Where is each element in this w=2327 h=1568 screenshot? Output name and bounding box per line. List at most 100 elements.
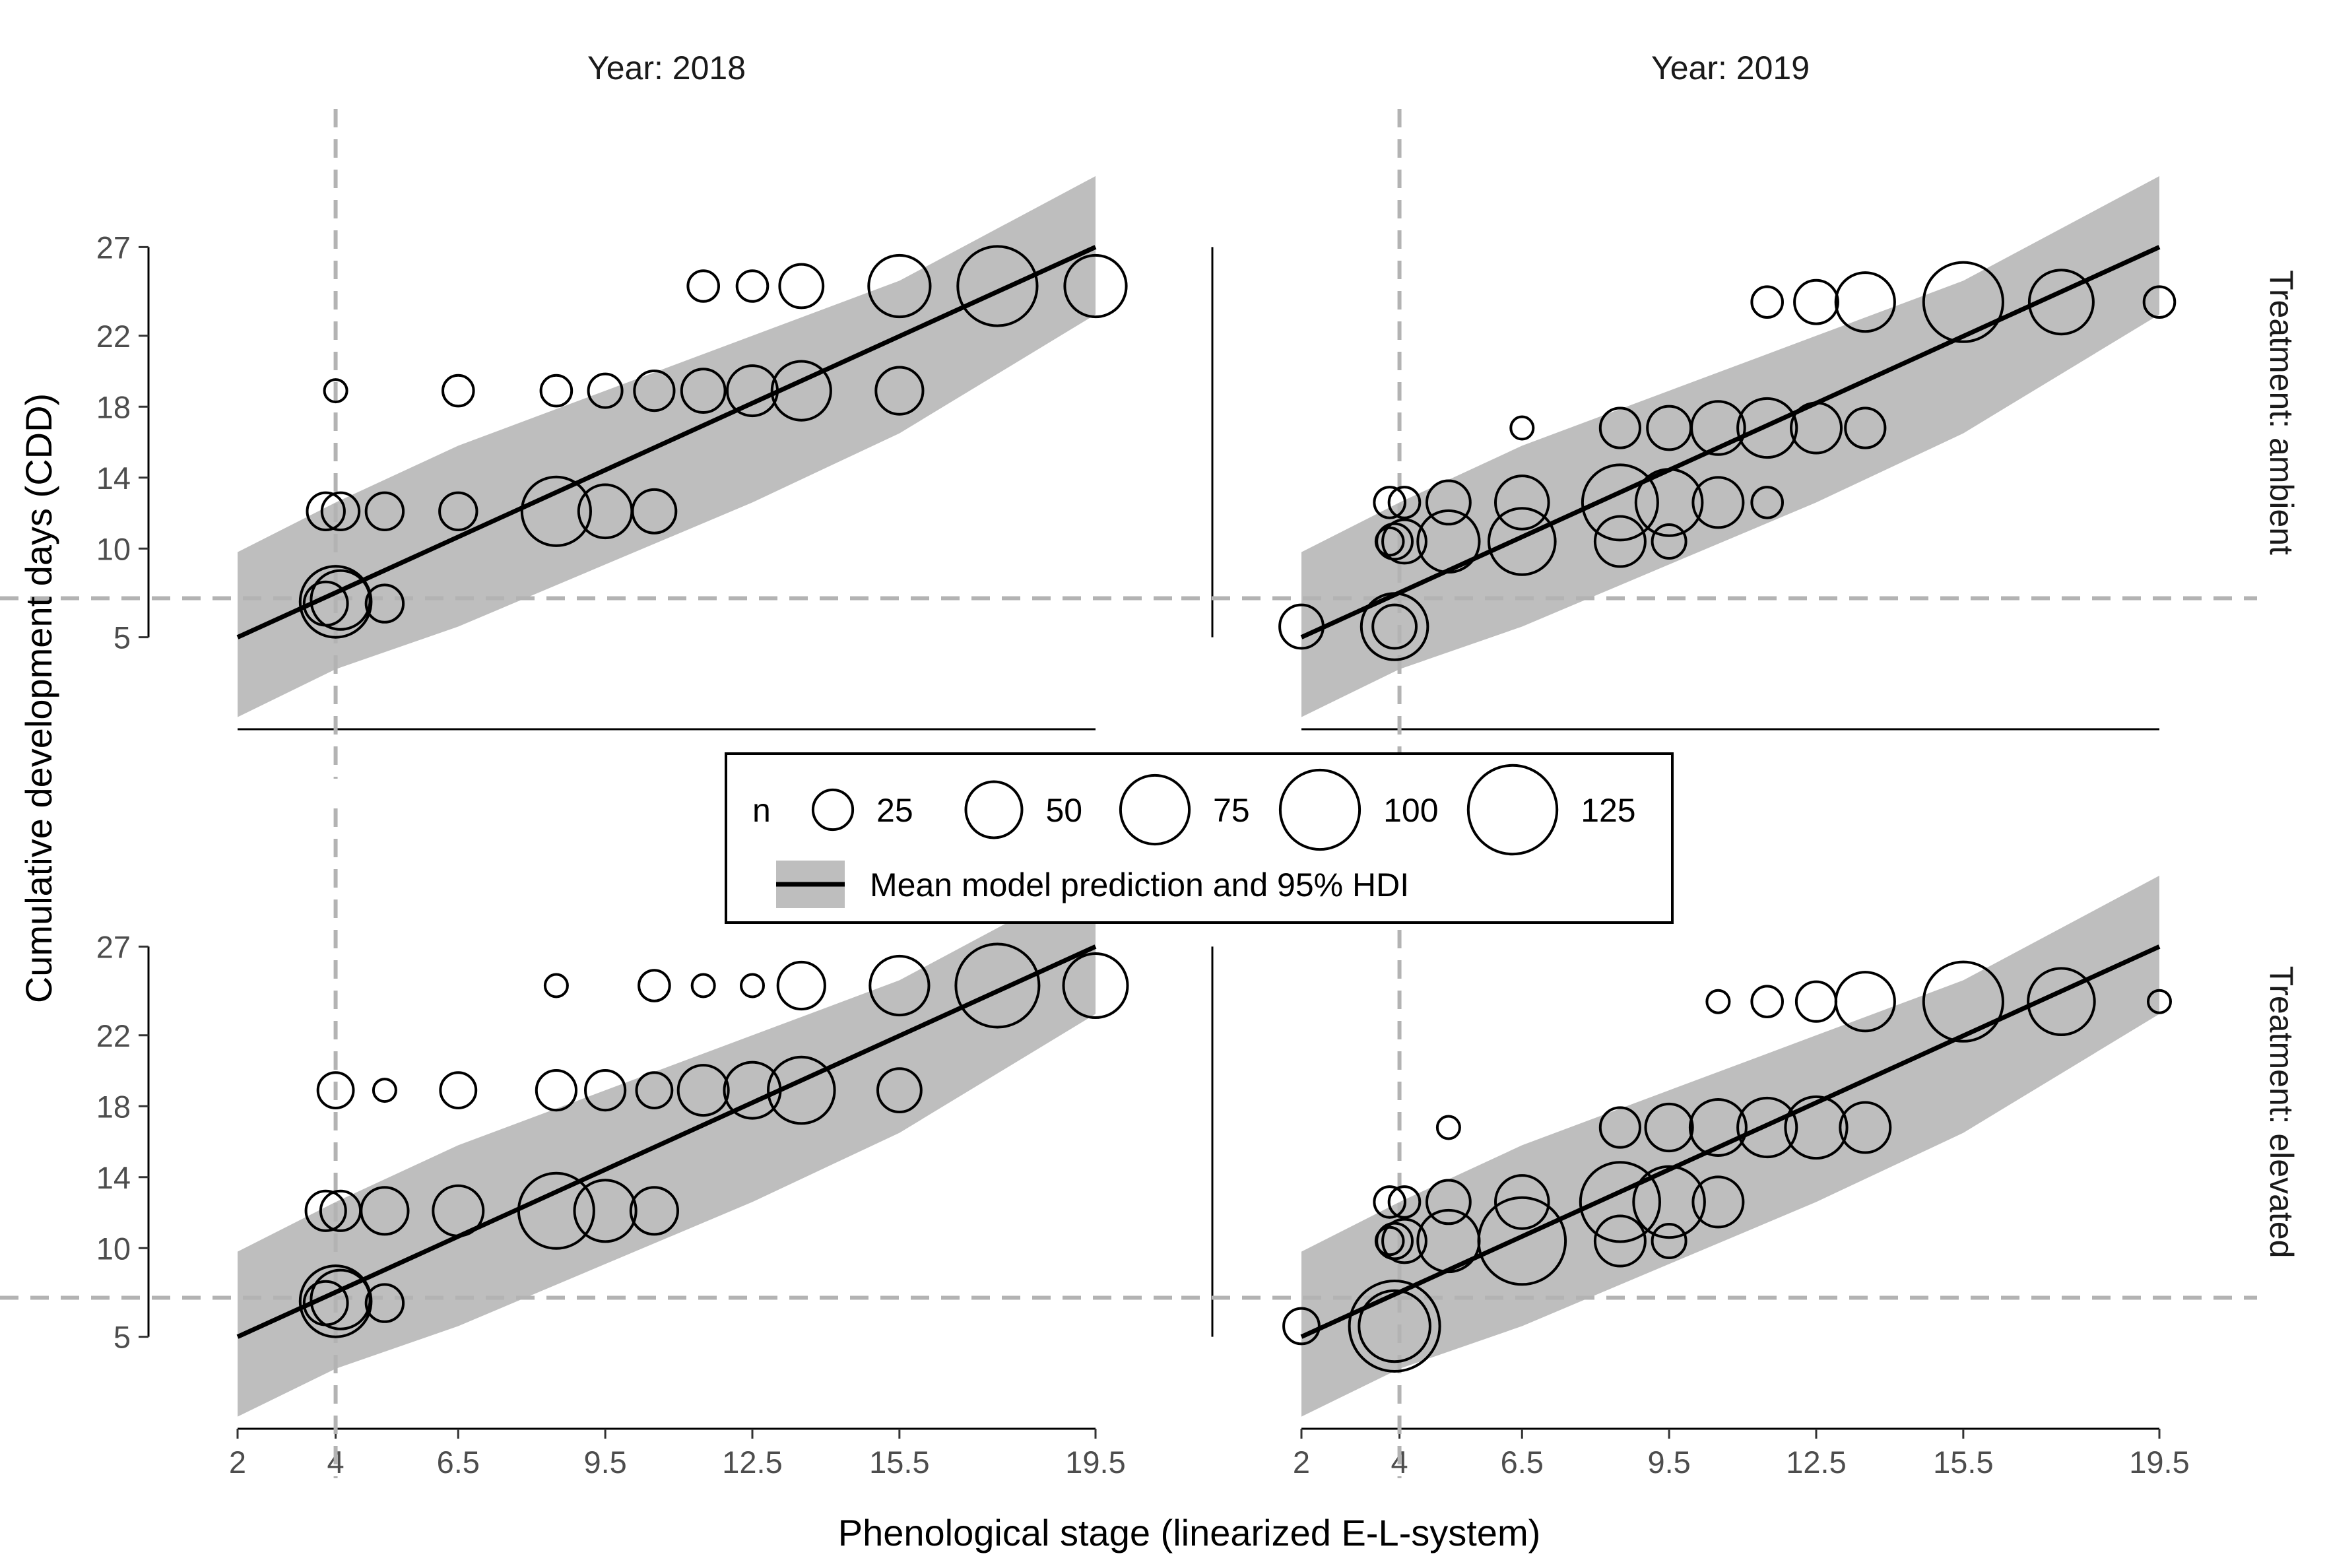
data-point [1373,1185,1406,1219]
data-point [1282,1307,1321,1346]
data-point [1736,397,1798,459]
data-point [2147,989,2172,1014]
data-point [1644,1102,1694,1153]
data-point [1579,1161,1661,1243]
x-tick-label: 9.5 [583,1445,626,1480]
data-point [304,1189,347,1232]
x-tick-label: 15.5 [869,1445,929,1480]
data-point [1494,1174,1550,1230]
data-point [1593,1214,1647,1268]
data-point [1705,989,1731,1014]
data-point [1690,400,1746,456]
data-point [770,360,832,422]
y-tick-label: 10 [96,531,131,566]
data-point [638,969,671,1002]
data-point [442,374,475,408]
data-point [1373,486,1406,519]
data-point [539,374,574,408]
x-tick-label: 12.5 [722,1445,782,1480]
x-axis-label: Phenological stage (linearized E-L-syste… [838,1512,1541,1553]
y-tick-label: 22 [96,319,131,354]
data-point [1488,507,1557,576]
data-point [776,960,826,1011]
data-point [432,1184,485,1237]
data-point [306,491,346,531]
data-point [1844,407,1887,449]
row-strip-label: Treatment: ambient [2263,270,2300,555]
legend-size-circle [1278,768,1361,851]
data-point [1750,985,1784,1018]
data-point [1736,1096,1798,1159]
panels-layer: Year: 2018 Year: 2019 Treatment: ambient Tr… [0,49,2300,1480]
data-point [1784,1095,1849,1160]
data-point [1651,523,1688,560]
x-tick-label: 6.5 [1501,1445,1544,1480]
y-tick-label: 18 [96,1089,131,1124]
data-point [874,366,925,416]
data-point [1691,1175,1745,1229]
data-point [1416,509,1481,574]
y-tick-label: 27 [96,230,131,265]
data-point [1922,261,2004,343]
data-point [631,488,678,535]
data-point [517,1171,595,1250]
y-tick-label: 22 [96,1018,131,1053]
x-tick-label: 15.5 [1933,1445,1993,1480]
hdi-band [1301,176,2159,717]
data-point [535,1069,578,1112]
mean-prediction-line [236,245,1097,639]
x-tick-label: 2 [229,1445,246,1480]
data-point [364,583,405,624]
data-point [2027,269,2095,336]
hdi-band [238,875,1096,1417]
data-point [740,973,765,998]
data-point [1387,1185,1422,1219]
panel-elevated-2018: 51014182227246.59.512.515.519.5 [0,808,1181,1480]
data-point [1435,1115,1461,1140]
data-point [1598,1106,1641,1149]
legend: n 25 50 75 100 125 Mean model prediction and 9… [725,752,1674,924]
data-point [1581,463,1659,542]
legend-size-circle [1119,773,1191,846]
data-point [1375,1222,1414,1260]
data-point [323,378,348,404]
data-point [954,942,1041,1029]
data-point [1371,603,1418,650]
data-point [310,1268,372,1330]
data-point [1348,1280,1441,1373]
data-point [956,245,1039,327]
data-point [316,1071,355,1109]
y-axis-label: Cumulative development days (CDD) [18,393,59,1003]
data-point [320,491,361,531]
data-point [1426,1179,1472,1225]
legend-size-circle [811,788,855,832]
data-point [364,1283,405,1323]
data-point [876,1067,923,1113]
panel-ambient-2019 [1181,109,2257,779]
data-point [1839,1101,1892,1154]
data-point [1477,1196,1567,1286]
data-point [1598,407,1641,449]
y-tick-label: 10 [96,1231,131,1266]
data-point [1358,1289,1431,1363]
data-point [1509,415,1535,441]
y-tick-label: 18 [96,389,131,424]
x-tick-label: 19.5 [1065,1445,1125,1480]
data-point [676,1064,730,1117]
legend-size-label: 125 [1581,792,1635,829]
panel-ambient-2018: 5 10 14 18 22 27 [0,109,1181,779]
x-tick-label: 12.5 [1786,1445,1846,1480]
x-tick-label: 9.5 [1647,1445,1690,1480]
data-point [1593,515,1647,568]
y-tick-label: 14 [96,461,131,496]
mean-prediction-line [236,944,1097,1339]
data-point [1634,468,1704,537]
data-point [1381,1218,1427,1264]
panel-elevated-2019: 246.59.512.515.519.5 [1181,808,2257,1480]
data-point [2027,967,2096,1036]
data-point [1688,1098,1748,1157]
data-point [1790,401,1843,455]
data-point [635,1071,674,1109]
data-point [867,253,932,319]
